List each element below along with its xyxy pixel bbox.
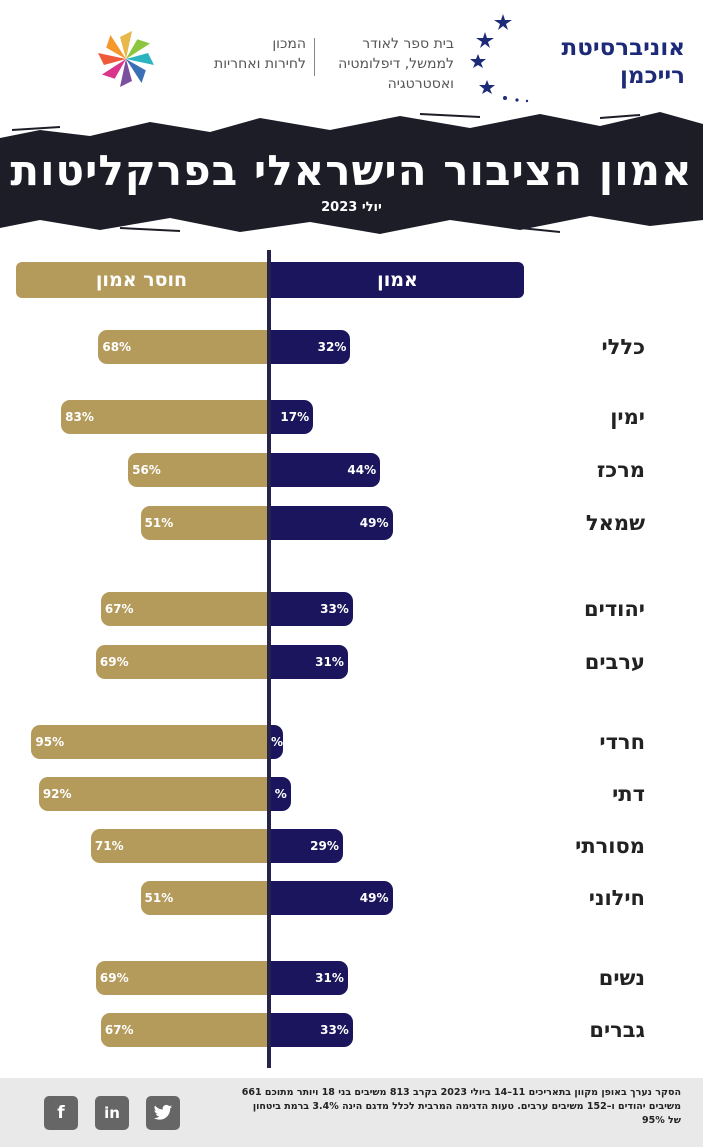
- university-logo: אוניברסיטת רייכמן: [455, 12, 685, 103]
- university-line2: רייכמן: [620, 63, 685, 89]
- distrust-bar: 92%: [38, 777, 267, 811]
- facebook-icon[interactable]: f: [44, 1096, 78, 1130]
- chart-title: אמון הציבור הישראלי בפרקליטות: [10, 146, 693, 195]
- category-label: מרכז: [596, 458, 645, 482]
- chart-subtitle: יולי 2023: [321, 200, 382, 215]
- institute-line1: המכון: [272, 36, 306, 52]
- trust-bar: %: [271, 725, 284, 759]
- distrust-bar: 67%: [100, 1013, 267, 1047]
- category-label: נשים: [598, 966, 645, 990]
- institute-name: המכון לחירות ואחריות: [166, 34, 306, 74]
- institute-block: בית ספר לאודר לממשל, דיפלומטיה ואסטרטגיה…: [174, 34, 454, 100]
- legend-trust-header: אמון: [271, 262, 524, 298]
- trust-bar: 29%: [271, 829, 343, 863]
- header-divider: [314, 38, 315, 76]
- trust-bar: 31%: [271, 961, 348, 995]
- trust-bar: 49%: [271, 506, 393, 540]
- trust-bar: %: [271, 777, 291, 811]
- trust-chart: אמון חוסר אמון כללי 32% 68% ימין 17% 83% מרכז 4…: [0, 250, 703, 1080]
- category-label: מסורתי: [575, 834, 645, 858]
- distrust-bar: 71%: [90, 829, 267, 863]
- center-axis-line: [267, 250, 271, 1068]
- distrust-bar: 69%: [95, 961, 267, 995]
- distrust-bar: 68%: [98, 330, 267, 364]
- brush-stroke-background: [0, 112, 703, 234]
- distrust-bar: 69%: [95, 645, 267, 679]
- twitter-bird-glyph: [153, 1104, 173, 1120]
- category-label: חרדי: [599, 730, 645, 754]
- school-name: בית ספר לאודר לממשל, דיפלומטיה ואסטרטגיה: [324, 34, 454, 94]
- stars-icon: [470, 14, 529, 103]
- category-label: שמאל: [585, 511, 645, 535]
- footer: הסקר נערך באופן מקוון בתאריכים 11–14 ביו…: [0, 1078, 703, 1147]
- category-label: ימין: [610, 405, 645, 429]
- trust-bar: 32%: [271, 330, 351, 364]
- trust-bar: 49%: [271, 881, 393, 915]
- trust-bar: 33%: [271, 1013, 353, 1047]
- header: אוניברסיטת רייכמן בית ספר לאודר לממשל, ד…: [0, 0, 703, 110]
- university-line1: אוניברסיטת: [561, 35, 685, 61]
- category-label: כללי: [601, 335, 646, 359]
- twitter-icon[interactable]: [146, 1096, 180, 1130]
- distrust-bar: 51%: [140, 506, 267, 540]
- survey-methodology-note: הסקר נערך באופן מקוון בתאריכים 11–14 ביו…: [241, 1087, 681, 1126]
- category-label: דתי: [612, 782, 645, 806]
- trust-bar: 33%: [271, 592, 353, 626]
- category-label: יהודים: [584, 597, 645, 621]
- distrust-bar: 67%: [100, 592, 267, 626]
- legend-distrust-header: חוסר אמון: [16, 262, 267, 298]
- distrust-bar: 95%: [31, 725, 267, 759]
- institute-line2: לחירות ואחריות: [214, 56, 306, 72]
- school-line1: בית ספר לאודר: [362, 36, 454, 52]
- distrust-bar: 83%: [61, 400, 267, 434]
- school-line2: לממשל, דיפלומטיה: [338, 56, 454, 72]
- distrust-bar: 51%: [140, 881, 267, 915]
- category-label: ערבים: [584, 650, 645, 674]
- trust-bar: 44%: [271, 453, 381, 487]
- category-label: גברים: [589, 1018, 645, 1042]
- institute-flower-logo: [98, 31, 154, 87]
- distrust-bar: 56%: [128, 453, 267, 487]
- university-name: אוניברסיטת רייכמן: [545, 34, 685, 90]
- trust-bar: 31%: [271, 645, 348, 679]
- linkedin-icon[interactable]: in: [95, 1096, 129, 1130]
- school-line3: ואסטרטגיה: [387, 76, 454, 92]
- title-banner: [0, 108, 703, 238]
- trust-bar: 17%: [271, 400, 314, 434]
- category-label: חילוני: [588, 886, 645, 910]
